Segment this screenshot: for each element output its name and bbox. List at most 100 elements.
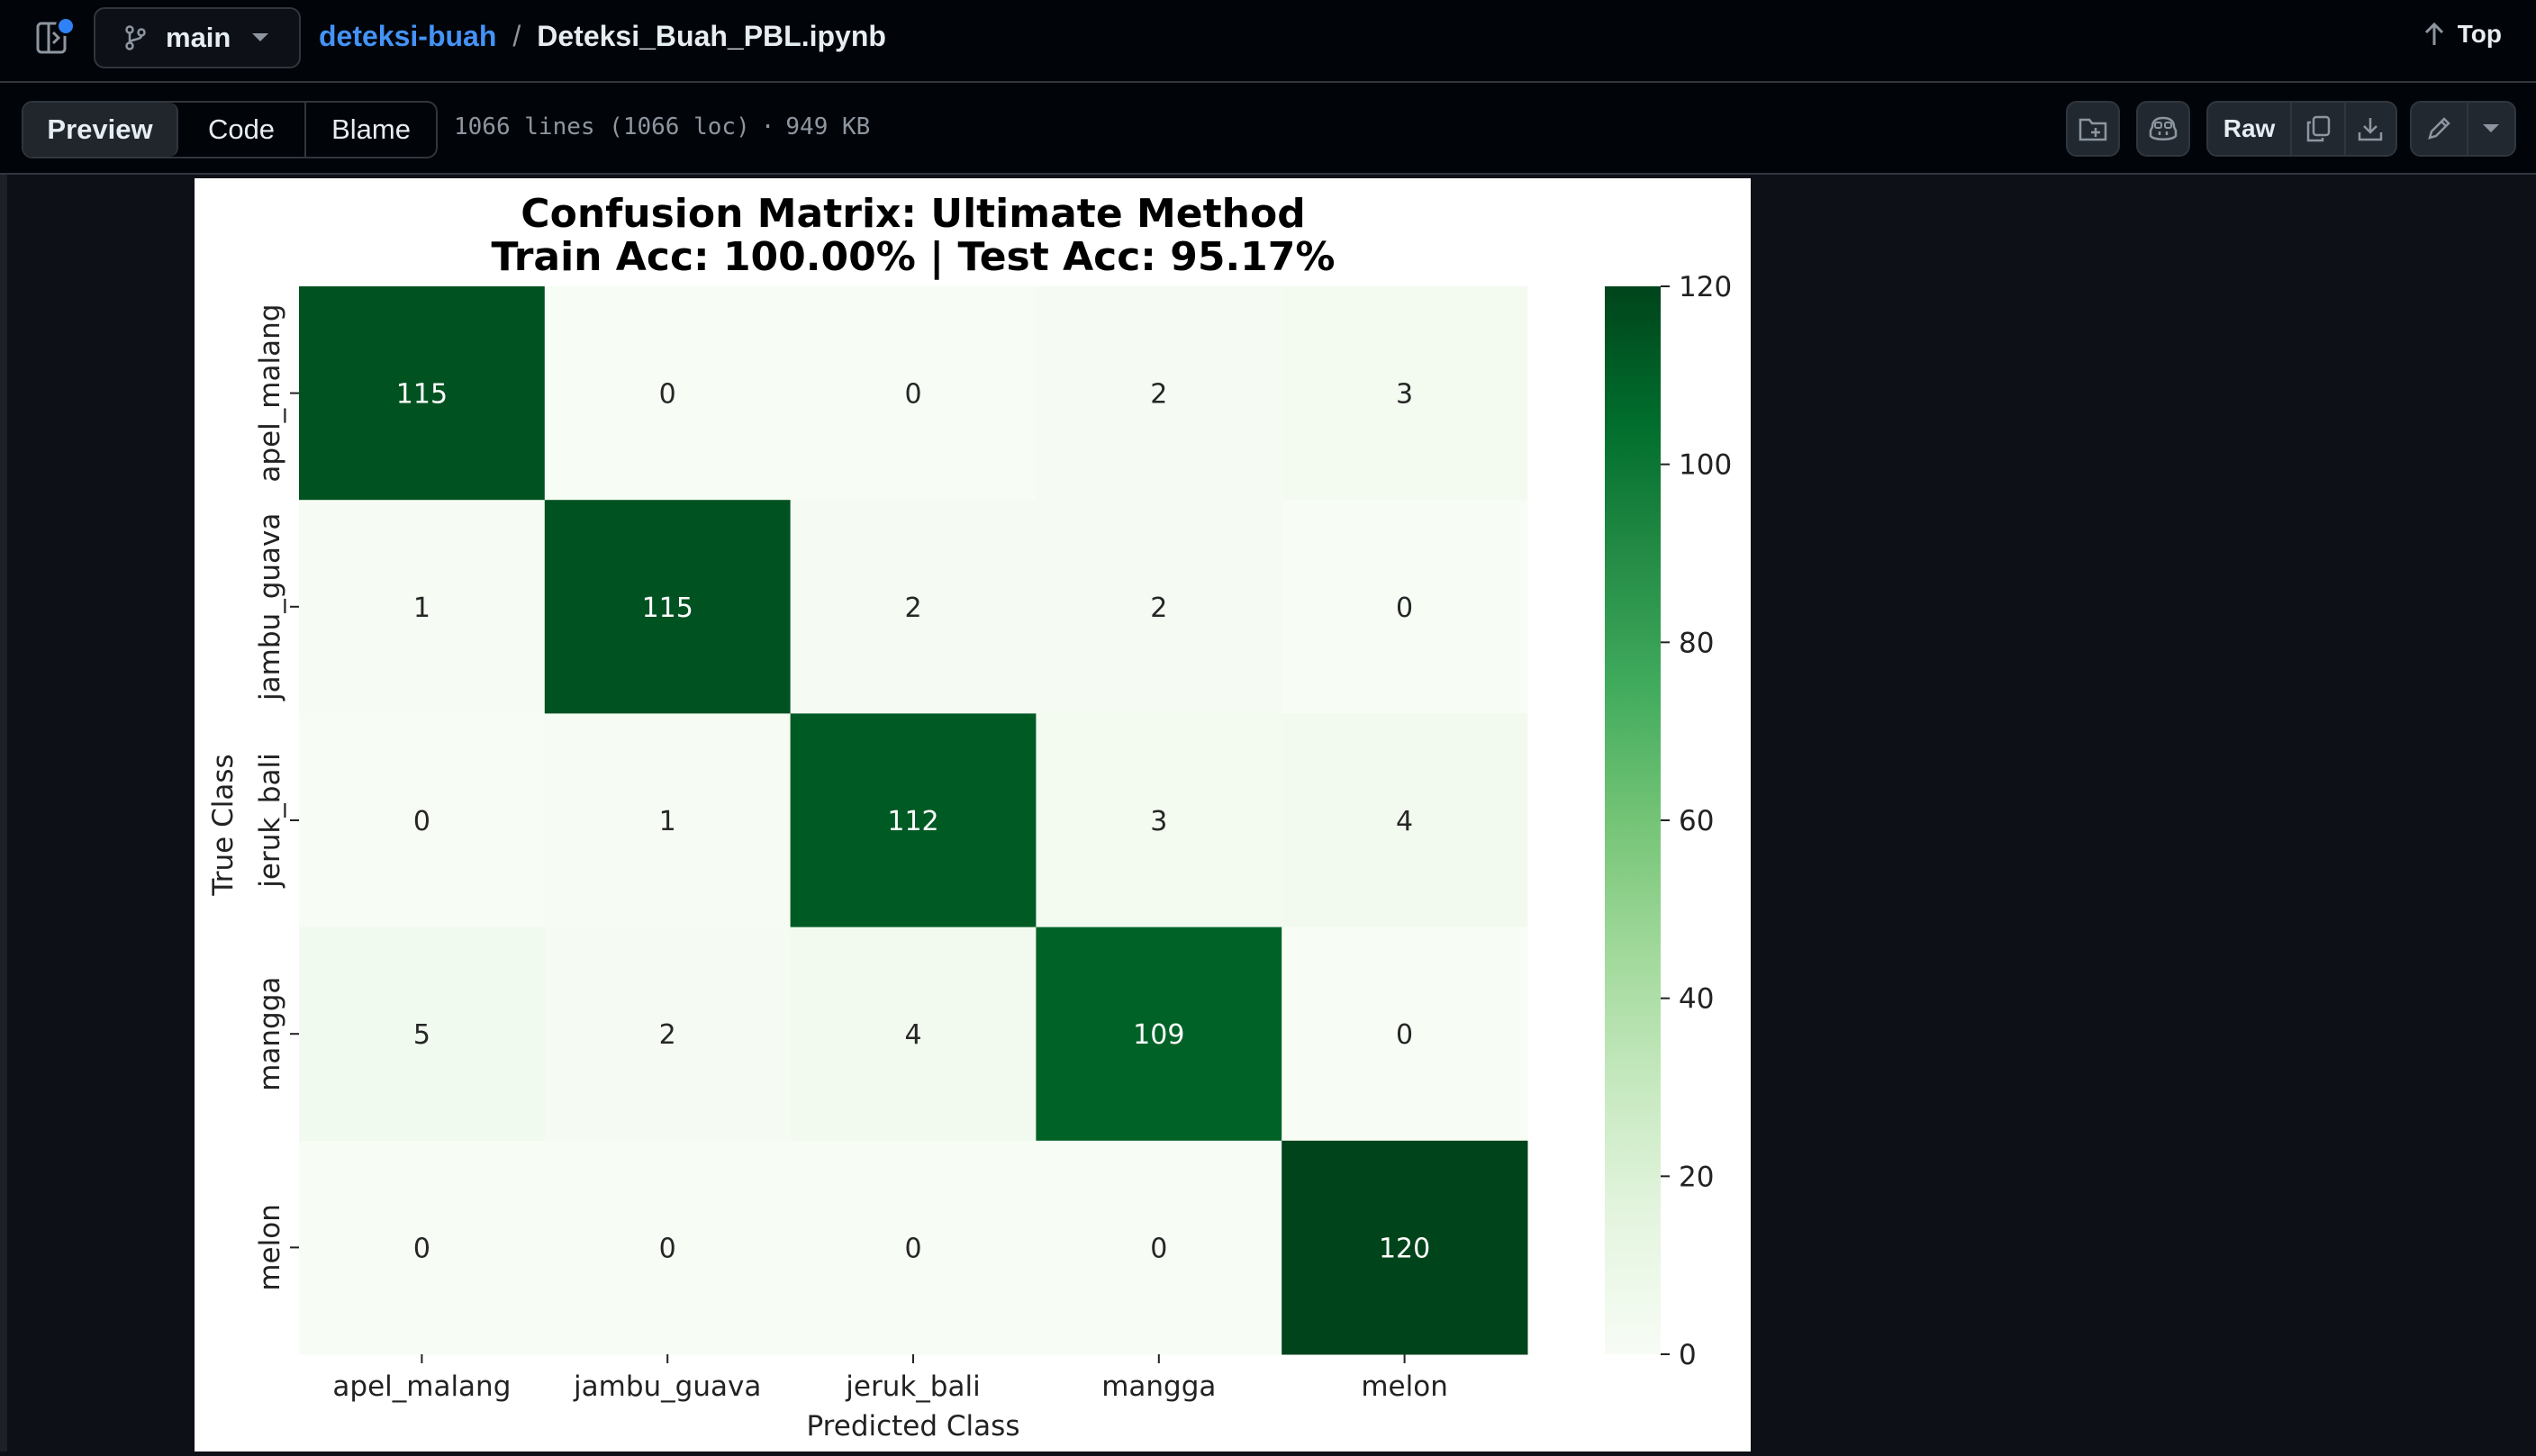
tab-code[interactable]: Code — [207, 113, 276, 145]
notebook-output-image: Confusion Matrix: Ultimate Method Train … — [195, 178, 1751, 1451]
view-mode-tabs: Preview Code Blame — [22, 101, 438, 158]
heatmap-cell — [1036, 927, 1282, 1142]
file-info: 1066 lines (1066 loc) · 949 KB — [454, 113, 870, 140]
cell-value-label: 2 — [659, 1019, 676, 1051]
heatmap-cell — [1036, 713, 1282, 928]
cell-value-label: 4 — [904, 1019, 921, 1051]
raw-button[interactable]: Raw — [2208, 103, 2290, 155]
heatmap-cell — [544, 500, 792, 714]
chart-title: Confusion Matrix: Ultimate Method — [521, 191, 1305, 237]
info-separator: · — [760, 113, 775, 140]
heatmap-cell — [544, 286, 792, 501]
notification-dot — [56, 16, 76, 36]
colorbar-tick-label: 0 — [1679, 1339, 1697, 1371]
heatmap-cell — [544, 713, 792, 928]
heatmap-cell — [1036, 1140, 1282, 1355]
edit-actions-group — [2410, 101, 2516, 157]
x-tick-label: melon — [1361, 1370, 1448, 1403]
tab-blame[interactable]: Blame — [304, 103, 436, 157]
arrow-up-icon — [2424, 22, 2443, 45]
branch-selector-button[interactable]: main — [94, 7, 301, 68]
x-tick-label: mangga — [1101, 1370, 1216, 1403]
colorbar-tick-label: 60 — [1679, 805, 1714, 837]
cell-value-label: 1 — [659, 806, 676, 837]
heatmap-cell — [1282, 1140, 1528, 1355]
colorbar-tick-label: 80 — [1679, 627, 1714, 659]
cell-value-label: 0 — [904, 379, 921, 411]
copilot-icon — [2149, 116, 2178, 140]
heatmap-cell — [790, 927, 1037, 1142]
cell-value-label: 3 — [1150, 806, 1167, 837]
chevron-down-icon — [252, 33, 269, 41]
heatmap-cell — [790, 286, 1037, 501]
y-axis-label: True Class — [207, 754, 240, 896]
top-bar: main deteksi-buah / Deteksi_Buah_PBL.ipy… — [0, 0, 2536, 83]
confusion-matrix-chart: Confusion Matrix: Ultimate Method Train … — [207, 191, 1732, 1442]
y-tick-label: jeruk_bali — [254, 753, 286, 888]
heatmap-cell — [1282, 286, 1528, 501]
x-axis-label: Predicted Class — [807, 1410, 1020, 1442]
git-branch-icon — [125, 25, 146, 50]
heatmap-cell — [299, 713, 546, 928]
cell-value-label: 0 — [904, 1233, 921, 1264]
heatmap-cell — [544, 927, 792, 1142]
tab-preview[interactable]: Preview — [23, 103, 178, 157]
cell-value-label: 0 — [659, 379, 676, 411]
heatmap-cell — [1282, 927, 1528, 1142]
cell-value-label: 2 — [1150, 379, 1167, 411]
heatmap-cell — [299, 1140, 546, 1355]
y-tick-label: melon — [254, 1204, 286, 1291]
cell-value-label: 109 — [1133, 1019, 1184, 1051]
copy-icon — [2306, 115, 2331, 142]
cell-value-label: 0 — [413, 806, 430, 837]
heatmap-cell — [299, 500, 546, 714]
cell-value-label: 0 — [1396, 592, 1413, 624]
content-left-border — [0, 175, 7, 1451]
colorbar-tick-label: 40 — [1679, 983, 1714, 1016]
cell-value-label: 0 — [413, 1233, 430, 1264]
cell-value-label: 5 — [413, 1019, 430, 1051]
heatmap-cell — [790, 713, 1037, 928]
chart-subtitle: Train Acc: 100.00% | Test Acc: 95.17% — [492, 234, 1336, 280]
copilot-button[interactable] — [2136, 101, 2190, 157]
copy-raw-button[interactable] — [2290, 103, 2343, 155]
colorbar-tick-label: 100 — [1679, 449, 1732, 482]
pencil-icon — [2428, 117, 2451, 140]
y-tick-label: apel_malang — [254, 304, 286, 483]
file-name: Deteksi_Buah_PBL.ipynb — [537, 20, 886, 52]
colorbar — [1605, 286, 1661, 1354]
cell-value-label: 2 — [904, 592, 921, 624]
x-tick-label: jambu_guava — [573, 1370, 761, 1403]
download-button[interactable] — [2343, 103, 2396, 155]
file-toolbar: Preview Code Blame Raw — [0, 83, 2536, 175]
cell-value-label: 4 — [1396, 806, 1413, 837]
breadcrumb: deteksi-buah / Deteksi_Buah_PBL.ipynb — [319, 20, 886, 53]
edit-more-button[interactable] — [2466, 103, 2514, 155]
heatmap-cell — [790, 1140, 1037, 1355]
cell-value-label: 0 — [1396, 1019, 1413, 1051]
heatmap-cell — [1036, 286, 1282, 501]
cell-value-label: 1 — [413, 592, 430, 624]
cell-value-label: 3 — [1396, 379, 1413, 411]
cell-value-label: 112 — [887, 806, 938, 837]
colorbar-tick-label: 20 — [1679, 1161, 1714, 1193]
y-tick-label: jambu_guava — [254, 513, 286, 701]
add-file-button[interactable] — [2066, 101, 2120, 157]
file-size: 949 KB — [785, 113, 871, 140]
branch-name: main — [166, 22, 231, 53]
raw-label: Raw — [2223, 114, 2276, 142]
heatmap-cell — [1282, 500, 1528, 714]
repo-link[interactable]: deteksi-buah — [319, 20, 497, 52]
back-to-top-link[interactable]: Top — [2423, 20, 2502, 49]
breadcrumb-separator: / — [512, 20, 521, 52]
y-tick-label: mangga — [254, 977, 286, 1091]
heatmap-cell — [299, 927, 546, 1142]
cell-value-label: 120 — [1379, 1233, 1430, 1264]
heatmap-cell — [299, 286, 546, 501]
triangle-down-icon — [2483, 124, 2500, 132]
cell-value-label: 115 — [642, 592, 693, 624]
edit-button[interactable] — [2412, 103, 2467, 155]
x-tick-label: apel_malang — [332, 1370, 511, 1403]
panel-toggle-icon[interactable] — [34, 16, 76, 58]
raw-actions-group: Raw — [2206, 101, 2397, 157]
